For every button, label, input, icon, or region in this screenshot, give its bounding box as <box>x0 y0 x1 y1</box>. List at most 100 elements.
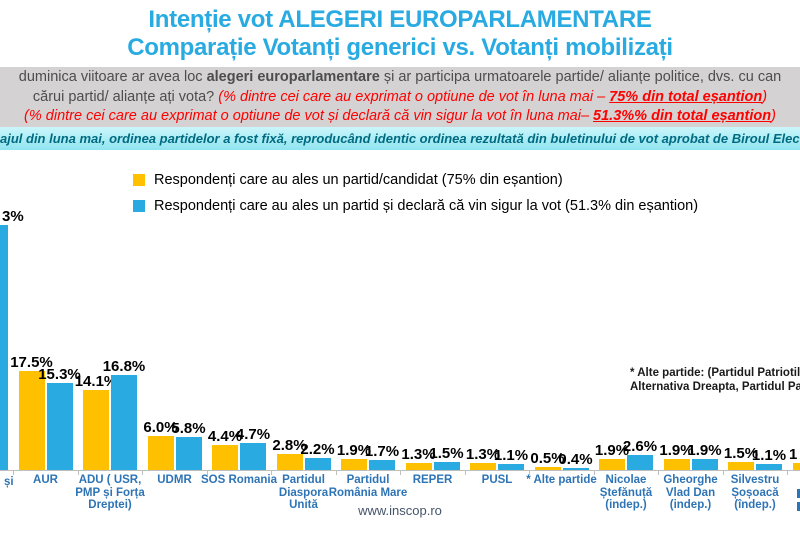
bar-yellow <box>663 459 690 470</box>
category-label-line: Vlad Dan <box>665 486 716 499</box>
category-label-line: (indep.) <box>669 499 712 511</box>
bar-value-label: 1.9% <box>659 442 694 459</box>
bar-value-label: 1.3% <box>465 446 501 463</box>
category-label: UDMR <box>131 474 219 487</box>
bar-value-label: 1.3% <box>401 446 436 463</box>
axis-tick <box>13 471 14 475</box>
bar-value-label: 16.8% <box>102 358 146 375</box>
bar-blue <box>369 460 395 470</box>
bar-blue <box>756 464 782 470</box>
category-label: Silvestru Șoșoacă (îndep.) <box>711 474 799 512</box>
question-text: cărui partid/ alianțe ați vota? <box>32 88 219 105</box>
bar-yellow <box>276 454 303 470</box>
category-label: SOS Romania <box>195 474 283 487</box>
category-label: Partidul România Mare <box>324 474 412 499</box>
bar-value-label: 4.4% <box>207 428 243 445</box>
legend-label: Respondenți care au ales un partid și de… <box>154 198 699 214</box>
category-label-line: și <box>4 476 14 488</box>
category-label-line: ADU ( USR, <box>78 474 142 486</box>
bar-blue <box>627 455 653 470</box>
bar-yellow <box>18 371 45 470</box>
category-label-line: Șoșoacă <box>731 486 779 499</box>
bar-value-label: 1 <box>789 446 798 463</box>
bar-value-label: 1.1% <box>493 447 529 464</box>
footnote-line-2: Alternativa Dreapta, Partidul Patrio <box>630 381 800 393</box>
axis-tick <box>529 471 530 475</box>
bar-blue <box>433 462 460 470</box>
category-label-line: (îndep.) <box>734 499 776 511</box>
bar-yellow <box>83 390 109 470</box>
category-label: și <box>4 476 14 489</box>
bar-blue <box>498 464 524 470</box>
category-label-line: Partidul <box>346 474 390 486</box>
bar-blue <box>240 443 266 470</box>
axis-tick <box>787 471 788 475</box>
category-label-line: Unită <box>289 499 318 511</box>
bar-blue <box>175 437 202 470</box>
axis-tick <box>723 471 724 475</box>
legend-item-mobilized-voters: Respondenți care au ales un partid și de… <box>133 193 698 219</box>
bar-value-label: 1.7% <box>364 443 400 460</box>
sample-note-51-bold: 51.3%% din total eșantion <box>593 108 772 124</box>
page-title-line-2: Comparație Votanți generici vs. Votanți … <box>127 34 673 61</box>
axis-tick <box>207 471 208 475</box>
bar-value-label: 4.7% <box>235 426 271 443</box>
bar-value-label: 6.0% <box>143 419 178 436</box>
category-label-line: AUR <box>33 474 58 486</box>
sample-note-close: ) <box>771 108 776 124</box>
website-link[interactable]: www.inscop.ro <box>358 503 442 518</box>
category-label-line: UDMR <box>157 474 192 486</box>
category-label-line: PUSL <box>481 474 513 486</box>
other-parties-footnote: * Alte partide: (Partidul Patriotilor, A… <box>630 366 800 394</box>
axis-tick <box>658 471 659 475</box>
axis-tick <box>336 471 337 475</box>
axis-tick <box>78 471 79 475</box>
axis-tick <box>271 471 272 475</box>
axis-tick <box>465 471 466 475</box>
bar-value-label: 1.1% <box>751 447 787 464</box>
bar-yellow <box>792 463 800 470</box>
category-label: * Alte partide <box>518 474 606 487</box>
bar-blue <box>46 383 73 470</box>
category-label-line: PMP și Forța <box>75 486 145 499</box>
bar-yellow <box>728 462 754 470</box>
axis-tick <box>594 471 595 475</box>
bar-value-label: 1.5% <box>429 445 464 462</box>
category-label-line: Ștefănuță <box>599 486 653 499</box>
sample-note-close: ) <box>762 88 768 105</box>
question-text: și ar participa urmatoarele partide/ ali… <box>379 69 782 85</box>
footnote-line-1: * Alte partide: (Partidul Patriotilor, <box>630 367 800 379</box>
category-label: Nicolae Ștefănuță (indep.) <box>582 474 670 512</box>
category-label-line: Nicolae <box>605 474 647 486</box>
clipped-label-fragment <box>797 502 800 511</box>
bar-value-label: 2.6% <box>622 438 658 455</box>
survey-question-band: duminica viitoare ar avea loc alegeri eu… <box>0 67 800 127</box>
bar-value-label: 1.9% <box>594 442 630 459</box>
question-text-bold: alegeri europarlamentare <box>206 69 380 85</box>
page-title: Intenție vot ALEGERI EUROPARLAMENTARE Co… <box>0 6 800 62</box>
category-label: REPER <box>389 474 477 487</box>
category-label: ADU ( USR, PMP și Forța Dreptei) <box>66 474 154 512</box>
bar-value-label: 1.9% <box>336 442 372 459</box>
category-label: AUR <box>2 474 90 487</box>
methodology-note-band: ajul din luna mai, ordinea partidelor a … <box>0 127 800 150</box>
bar-yellow <box>599 459 625 470</box>
category-label-line: (indep.) <box>605 499 647 511</box>
bar-yellow <box>147 436 174 470</box>
bar-value-label: 1.9% <box>687 442 722 459</box>
category-label-line: România Mare <box>328 486 408 499</box>
category-label-line: SOS Romania <box>200 474 278 486</box>
bar-value-label: 17.5% <box>10 354 53 371</box>
category-label-line: Silvestru <box>730 474 780 486</box>
legend-swatch-yellow <box>133 174 145 186</box>
axis-tick <box>400 471 401 475</box>
question-line-3: (% dintre cei care au exprimat o optiune… <box>0 107 800 127</box>
clipped-label-fragment <box>797 489 800 498</box>
sample-note-51: (% dintre cei care au exprimat o optiune… <box>24 108 594 124</box>
sample-note-75-bold: 75% din total eșantion <box>609 88 763 105</box>
legend-label: Respondenți care au ales un partid/candi… <box>154 172 563 188</box>
bar-value-label: 0.5% <box>530 450 565 467</box>
bar-blue <box>0 225 8 470</box>
bar-yellow <box>534 467 561 470</box>
